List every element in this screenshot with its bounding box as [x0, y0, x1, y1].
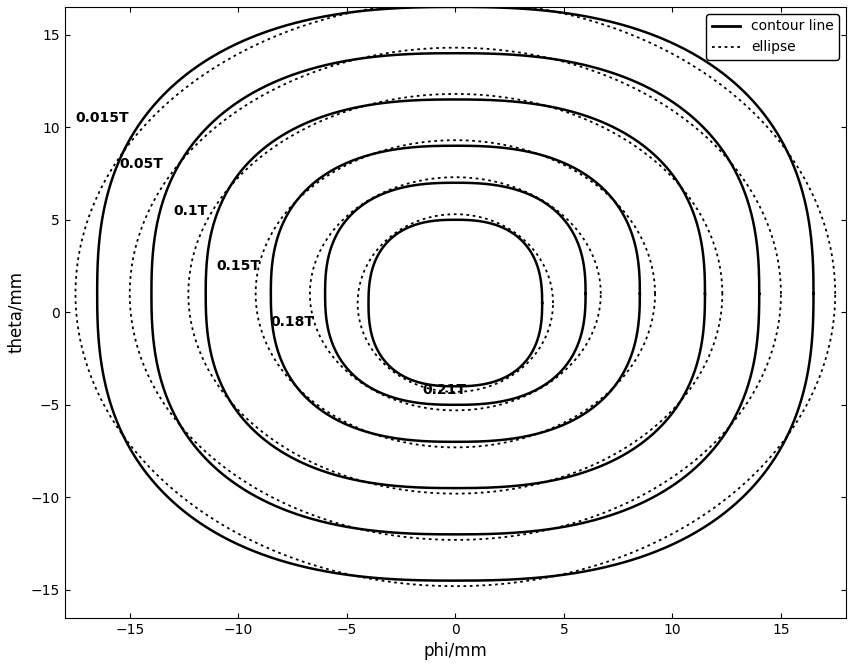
Text: 0.21T: 0.21T [423, 383, 466, 397]
Text: 0.015T: 0.015T [75, 111, 129, 125]
Text: 0.18T: 0.18T [270, 315, 314, 329]
Y-axis label: theta/mm: theta/mm [7, 271, 25, 354]
Text: 0.05T: 0.05T [118, 157, 163, 171]
Legend: contour line, ellipse: contour line, ellipse [705, 14, 838, 60]
Text: 0.1T: 0.1T [173, 203, 207, 217]
Text: 0.15T: 0.15T [216, 259, 260, 273]
X-axis label: phi/mm: phi/mm [423, 642, 486, 660]
